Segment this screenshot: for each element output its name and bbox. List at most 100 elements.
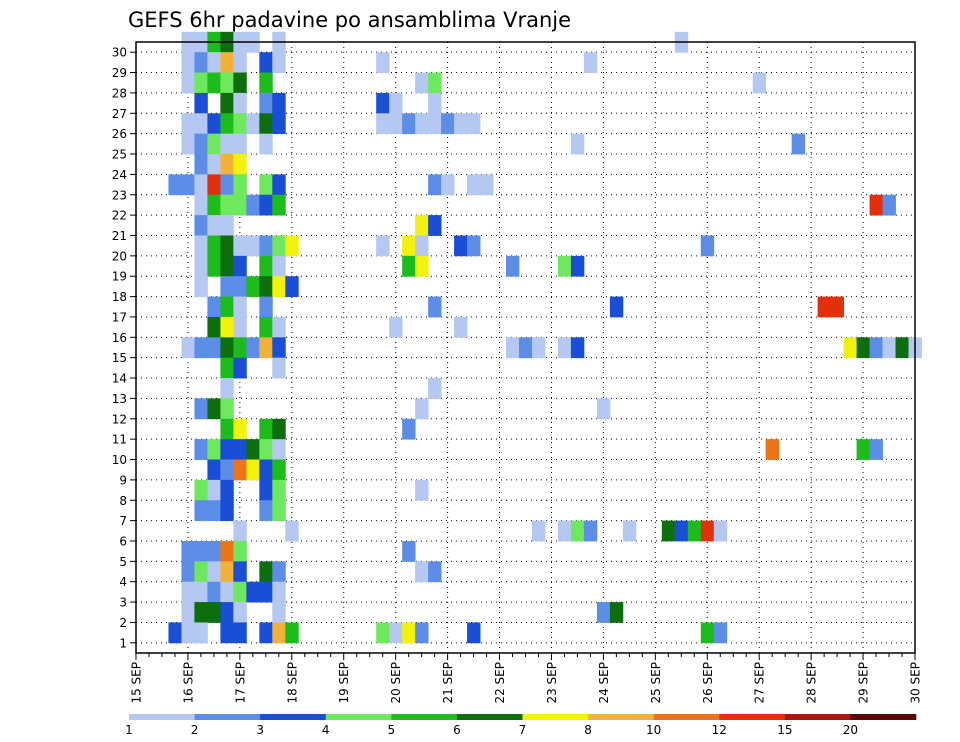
heatmap-cell xyxy=(467,113,481,135)
heatmap-cell xyxy=(428,92,442,114)
heatmap-cell xyxy=(220,602,234,623)
heatmap-cell xyxy=(402,235,416,257)
heatmap-cell xyxy=(220,581,234,603)
heatmap-cell xyxy=(609,296,624,318)
x-tick-label: 21 SEP xyxy=(441,662,455,704)
heatmap-cell xyxy=(220,418,234,440)
heatmap-cell xyxy=(194,581,208,603)
heatmap-cell xyxy=(441,174,455,196)
x-axis: 15 SEP 16 SEP 17 SEP 18 SEP 19 SEP 20 SEP 21 S… xyxy=(130,653,923,704)
y-tick-label: 27 xyxy=(112,107,127,121)
heatmap-cell xyxy=(415,113,429,135)
x-tick-label: 30 SEP xyxy=(909,662,923,704)
heatmap-cell xyxy=(570,133,585,155)
x-tick-label: 23 SEP xyxy=(545,662,559,704)
y-tick-label: 6 xyxy=(119,534,127,548)
heatmap-cell xyxy=(272,602,286,623)
heatmap-cell xyxy=(259,174,273,196)
colorbar: 1 2 3 4 5 6 7 8 10 12 15 20 xyxy=(125,714,917,737)
heatmap-cell xyxy=(181,72,195,94)
y-tick-label: 7 xyxy=(119,514,127,528)
heatmap-cell xyxy=(220,622,234,644)
heatmap-cell xyxy=(259,500,273,522)
heatmap-cell xyxy=(207,235,221,257)
heatmap-cell xyxy=(207,215,221,236)
heatmap-cell xyxy=(765,439,780,460)
heatmap-cell xyxy=(389,622,403,644)
y-tick-label: 22 xyxy=(112,209,127,223)
heatmap-cell xyxy=(233,561,247,583)
x-tick-label: 28 SEP xyxy=(805,662,819,704)
heatmap-cell xyxy=(259,235,273,257)
heatmap-cell xyxy=(259,439,273,460)
y-tick-label: 23 xyxy=(112,188,127,202)
heatmap-cell xyxy=(194,561,208,583)
heatmap-cell xyxy=(207,154,221,175)
heatmap-cell xyxy=(207,296,221,318)
heatmap-cell xyxy=(246,337,260,359)
x-tick-label: 27 SEP xyxy=(753,662,767,704)
heatmap-cell xyxy=(272,479,286,501)
heatmap-cell xyxy=(285,520,299,542)
heatmap-cell xyxy=(272,92,286,114)
x-tick-label: 26 SEP xyxy=(701,662,715,704)
heatmap-cell xyxy=(272,561,286,583)
colorbar-label: 2 xyxy=(191,723,199,737)
heatmap-cell xyxy=(376,235,390,257)
heatmap-cell xyxy=(220,52,234,73)
heatmap-cell xyxy=(220,540,234,562)
heatmap-cell xyxy=(428,174,442,196)
heatmap-cell xyxy=(181,602,195,623)
heatmap-cell xyxy=(285,622,299,644)
heatmap-cell xyxy=(220,479,234,501)
heatmap-cell xyxy=(259,581,273,603)
heatmap-cell xyxy=(700,622,715,644)
heatmap-cell xyxy=(415,72,429,94)
heatmap-cell xyxy=(207,561,221,583)
heatmap-cell xyxy=(194,622,208,644)
heatmap-cell xyxy=(272,500,286,522)
heatmap-cell xyxy=(220,276,234,297)
heatmap-cell xyxy=(454,235,468,257)
heatmap-cell xyxy=(259,561,273,583)
heatmap-cell xyxy=(194,194,208,216)
y-tick-label: 13 xyxy=(112,392,127,406)
colorbar-label: 5 xyxy=(388,723,396,737)
heatmap-cell xyxy=(220,194,234,216)
heatmap-cell xyxy=(272,581,286,603)
heatmap-cell xyxy=(713,520,728,542)
heatmap-cell xyxy=(272,622,286,644)
heatmap-cell xyxy=(428,561,442,583)
heatmap-cell xyxy=(285,276,299,297)
heatmap-cell xyxy=(233,194,247,216)
heatmap-cell xyxy=(272,439,286,460)
heatmap-cell xyxy=(869,337,883,359)
heatmap-cell xyxy=(233,439,247,460)
y-tick-label: 1 xyxy=(119,636,127,650)
heatmap-cell xyxy=(895,337,909,359)
heatmap-cell xyxy=(272,418,286,440)
y-tick-label: 17 xyxy=(112,310,127,324)
y-tick-label: 20 xyxy=(112,249,127,263)
colorbar-swatch xyxy=(522,714,589,720)
heatmap-cell xyxy=(168,174,182,196)
heatmap-cell xyxy=(661,520,676,542)
heatmap-cell xyxy=(817,296,832,318)
y-tick-label: 19 xyxy=(112,270,127,284)
heatmap-cell xyxy=(181,622,195,644)
heatmap-cell xyxy=(207,602,221,623)
heatmap-cell xyxy=(259,194,273,216)
heatmap-cell xyxy=(194,479,208,501)
colorbar-label: 6 xyxy=(453,723,461,737)
heatmap-cell xyxy=(428,378,442,399)
heatmap-cell xyxy=(843,337,857,359)
heatmap-cell xyxy=(272,235,286,257)
colorbar-swatch xyxy=(719,714,786,720)
colorbar-swatch xyxy=(391,714,458,720)
y-tick-label: 14 xyxy=(112,372,127,386)
heatmap-cell xyxy=(207,540,221,562)
heatmap-cell xyxy=(207,337,221,359)
heatmap-cell xyxy=(220,337,234,359)
heatmap-cell xyxy=(272,337,286,359)
heatmap-cell xyxy=(570,520,585,542)
